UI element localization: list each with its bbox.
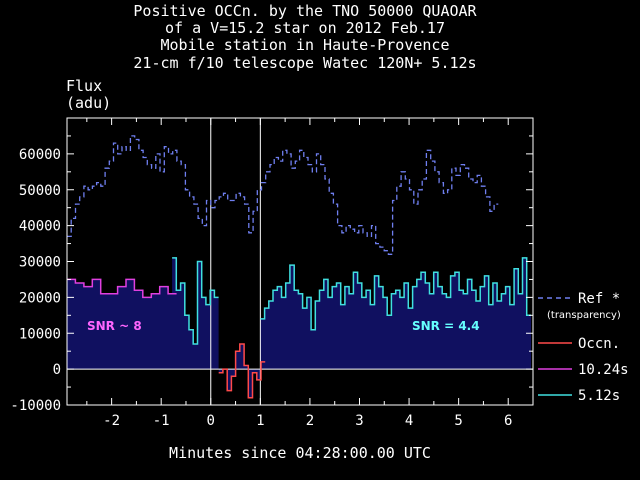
x-axis-label: Minutes since 04:28:00.00 UTC bbox=[169, 444, 431, 462]
x-tick-label-1: -1 bbox=[153, 413, 170, 429]
annotation-snr-5-12s: SNR = 4.4 bbox=[412, 319, 480, 333]
legend-label-5-12s: 5.12s bbox=[578, 388, 620, 404]
x-tick-label-6: 4 bbox=[405, 413, 413, 429]
series-fill-occn-3 bbox=[218, 344, 266, 398]
y-tick-label-5: 40000 bbox=[19, 219, 61, 235]
chart-title-line-2: of a V=15.2 star on 2012 Feb.17 bbox=[165, 19, 445, 37]
y-tick-label-2: 10000 bbox=[19, 326, 61, 342]
series-line-s512-2 bbox=[172, 257, 219, 345]
legend: Ref * (transparency) Occn. 10.24s 5.12s bbox=[538, 291, 629, 404]
series-fill-s1024-1 bbox=[67, 279, 177, 370]
y-tick-label-6: 50000 bbox=[19, 183, 61, 199]
x-tick-label-7: 5 bbox=[454, 413, 462, 429]
series-line-s512-4 bbox=[260, 257, 531, 331]
x-tick-label-4: 2 bbox=[306, 413, 314, 429]
plot-frame bbox=[66, 117, 534, 406]
series-line-ref-0 bbox=[67, 135, 499, 255]
x-tick-label-2: 0 bbox=[207, 413, 215, 429]
y-tick-label-7: 60000 bbox=[19, 147, 61, 163]
x-tick-label-0: -2 bbox=[103, 413, 120, 429]
annotation-snr-10-24s: SNR ~ 8 bbox=[87, 319, 142, 333]
y-axis-label-line-1: Flux bbox=[66, 77, 102, 95]
legend-label-10-24s: 10.24s bbox=[578, 362, 629, 378]
x-tick-label-8: 6 bbox=[504, 413, 512, 429]
y-tick-label-1: 0 bbox=[53, 362, 61, 378]
y-axis-label-line-2: (adu) bbox=[66, 94, 111, 112]
legend-label-occn: Occn. bbox=[578, 336, 620, 352]
series-line-occn-3 bbox=[218, 343, 266, 399]
series-line-s1024-1 bbox=[67, 278, 177, 299]
chart-title-line-4: 21-cm f/10 telescope Watec 120N+ 5.12s bbox=[133, 54, 476, 72]
chart-title-line-3: Mobile station in Haute-Provence bbox=[161, 36, 450, 54]
x-tick-label-5: 3 bbox=[355, 413, 363, 429]
y-tick-label-3: 20000 bbox=[19, 290, 61, 306]
chart-title-line-1: Positive OCCn. by the TNO 50000 QUAOAR bbox=[133, 2, 477, 20]
legend-sublabel-transparency: (transparency) bbox=[547, 310, 621, 321]
y-tick-label-4: 30000 bbox=[19, 255, 61, 271]
legend-label-ref: Ref * bbox=[578, 291, 620, 307]
y-tick-label-0: -10000 bbox=[10, 398, 61, 414]
x-tick-label-3: 1 bbox=[256, 413, 264, 429]
series-fill-s512-2 bbox=[172, 257, 219, 370]
